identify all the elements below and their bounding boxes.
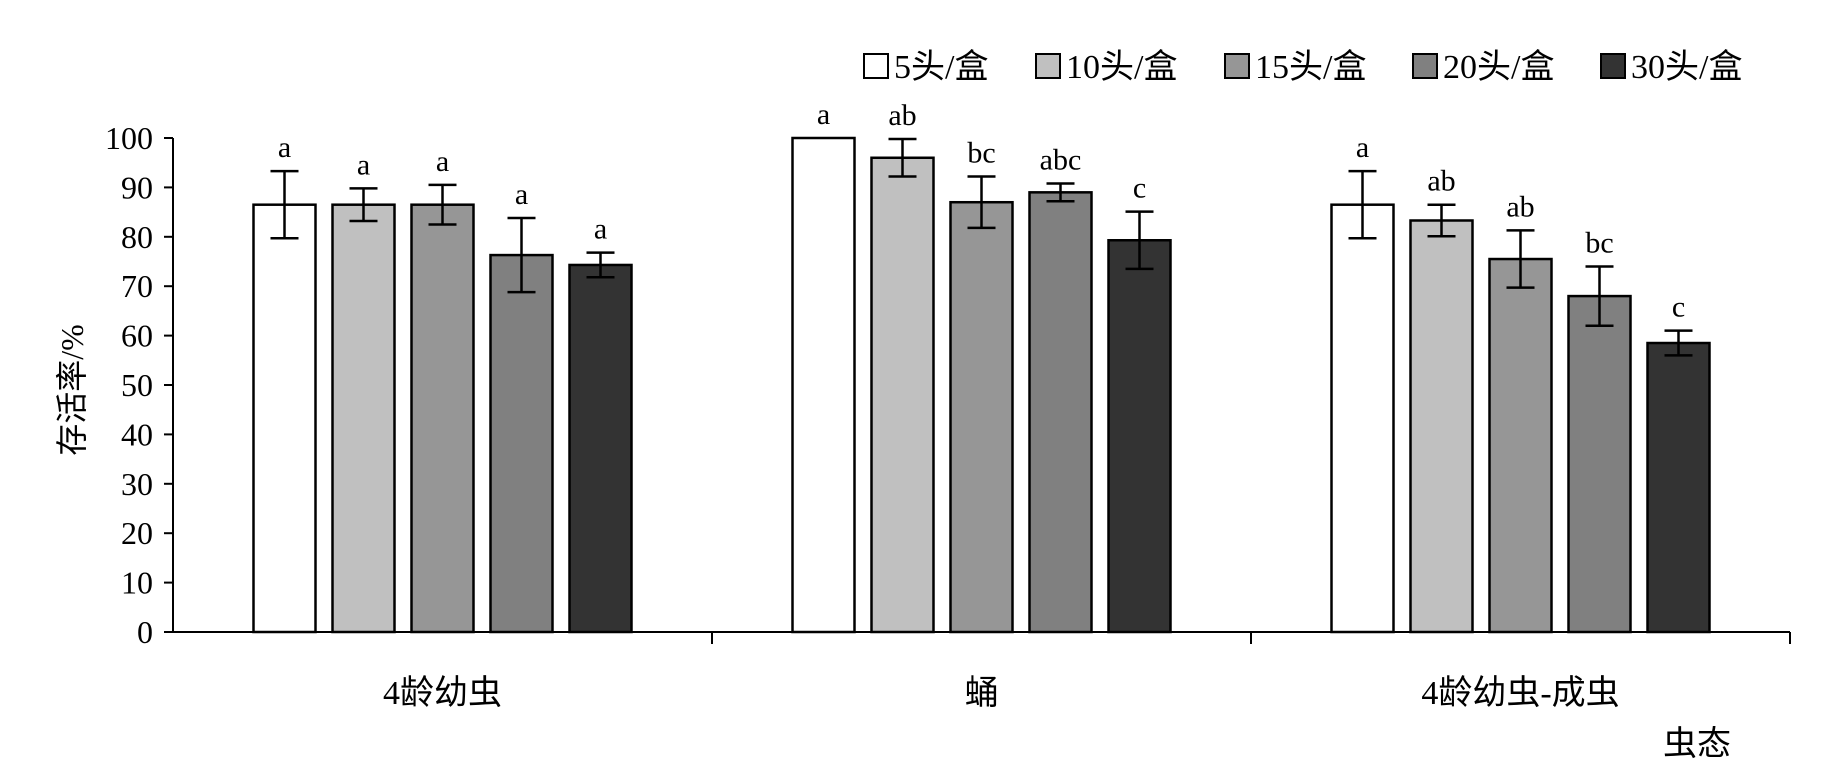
bar (1646, 341, 1711, 634)
bar (870, 156, 935, 634)
y-axis: 0 10 20 30 40 50 60 70 80 90 100 (105, 120, 174, 650)
bar (410, 203, 475, 634)
significance-label: ab (1427, 165, 1455, 198)
significance-label: bc (967, 137, 995, 170)
significance-label: c (1133, 172, 1146, 205)
legend-swatch (1035, 53, 1061, 79)
significance-label: ab (888, 99, 916, 132)
bar (1567, 294, 1632, 634)
legend-label: 15头/盒 (1255, 48, 1366, 86)
bar (1488, 257, 1553, 634)
bar (1028, 191, 1093, 634)
significance-label: ab (1506, 190, 1534, 223)
legend-swatch (1600, 53, 1626, 79)
x-category-label: 蛹 (965, 675, 999, 712)
y-tick-label: 90 (121, 169, 153, 205)
x-axis-label: 虫态 (1663, 725, 1731, 763)
y-tick-label: 10 (121, 565, 153, 601)
y-tick-label: 40 (121, 416, 153, 452)
legend-swatch (1224, 53, 1250, 79)
legend-label: 5头/盒 (894, 48, 988, 86)
x-category-label: 4龄幼虫 (383, 674, 502, 712)
bar (331, 203, 396, 634)
significance-label: bc (1585, 226, 1613, 259)
y-tick-label: 50 (121, 367, 153, 403)
y-tick-label: 80 (121, 219, 153, 255)
significance-label: a (515, 178, 528, 211)
bar (568, 263, 633, 634)
x-axis: 4龄幼虫 蛹 4龄幼虫-成虫 (173, 631, 1791, 712)
significance-label: abc (1040, 143, 1082, 176)
significance-label: c (1672, 291, 1685, 324)
bar (1107, 239, 1172, 634)
legend-swatch (1412, 53, 1438, 79)
bars: a a a a a a ab bc abc c a ab ab bc c (252, 98, 1711, 634)
significance-label: a (1356, 131, 1369, 164)
y-axis-label: 存活率/% (54, 324, 90, 456)
x-category-label: 4龄幼虫-成虫 (1421, 674, 1619, 712)
significance-label: a (278, 131, 291, 164)
y-tick-label: 100 (105, 120, 153, 156)
bar (1409, 219, 1474, 634)
y-tick-label: 30 (121, 466, 153, 502)
legend-label: 20头/盒 (1443, 48, 1554, 86)
significance-label: a (594, 213, 607, 246)
legend: 5头/盒 10头/盒 15头/盒 20头/盒 30头/盒 (863, 48, 1742, 86)
y-tick-label: 20 (121, 515, 153, 551)
y-tick-label: 0 (137, 614, 153, 650)
bar (791, 136, 856, 634)
bar (252, 203, 317, 634)
bar (949, 200, 1014, 634)
y-tick-label: 60 (121, 318, 153, 354)
significance-label: a (436, 145, 449, 178)
significance-label: a (817, 98, 830, 131)
legend-label: 30头/盒 (1631, 48, 1742, 86)
legend-label: 10头/盒 (1066, 48, 1177, 86)
bar (1330, 203, 1395, 634)
bar (489, 253, 554, 634)
significance-label: a (357, 148, 370, 181)
legend-swatch (863, 53, 889, 79)
y-tick-label: 70 (121, 268, 153, 304)
